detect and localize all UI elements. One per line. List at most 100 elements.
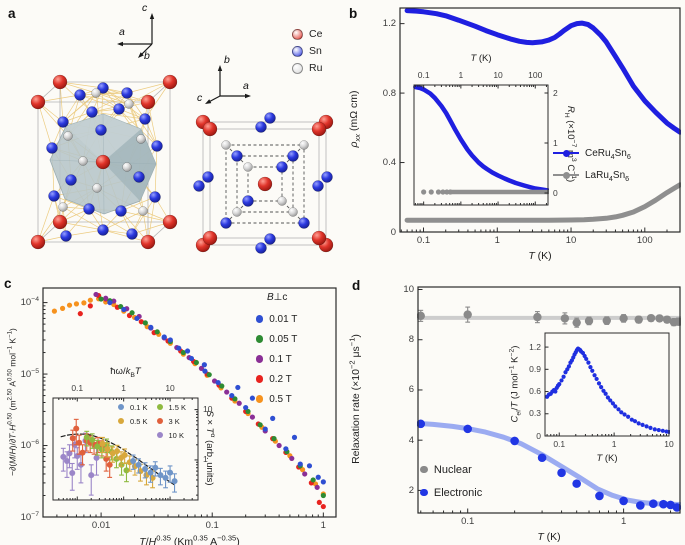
series-C_el-T: [544, 346, 670, 435]
legend-marker: [256, 335, 264, 343]
y-tick-label: 0: [553, 187, 558, 198]
ticks: [414, 85, 548, 205]
legend-marker: [118, 418, 124, 424]
ce-atom-swatch: [292, 28, 303, 40]
b_inset-plot: [413, 84, 549, 206]
legend-item: Electronic: [420, 481, 482, 504]
legend-c-inset: 0.1 K 0.5 K 1.5 K 3 K 10 K: [118, 400, 186, 442]
ticks: [418, 289, 672, 513]
y-tick-label: 0.4: [382, 157, 396, 169]
y-tick-label: 0: [536, 430, 541, 441]
sn-atom: [312, 180, 324, 192]
series-LaRu_-4-Sn_-6-: [404, 182, 681, 223]
ru-atom: [288, 207, 298, 217]
panel-a-structures: c a b b a c Ce Sn Ru: [0, 0, 342, 272]
panel-d-label: d: [352, 278, 361, 293]
ce-atom: [30, 94, 46, 110]
ce-atom: [162, 74, 178, 90]
x-tick-label: 1: [494, 235, 500, 246]
axis-arrow: [149, 13, 155, 44]
y-tick-label: 0.6: [529, 386, 541, 397]
x-tick-label: 0.1: [417, 70, 430, 80]
sn-atom: [149, 191, 161, 203]
susceptibility-scaling-chart: 0.01 0.1 1 10−4 10−5 10−6 10−7 T/H0.35 (Km0.35 …: [0, 272, 342, 545]
ce-label: Ce: [309, 28, 323, 40]
legend-marker: [553, 149, 579, 157]
legend-label: Nuclear: [433, 463, 472, 476]
series-layer: [60, 418, 178, 496]
x-tick-label: 10: [664, 439, 674, 449]
sn-atom: [264, 112, 276, 124]
ce-atom: [202, 121, 218, 137]
legend-column: 1.5 K 3 K 10 K: [156, 400, 187, 442]
y-axis-title: ρxx (mΩ cm): [348, 90, 363, 148]
legend-marker: [420, 465, 428, 474]
ru-atom: [91, 88, 101, 98]
x-tick-label: 1: [620, 516, 627, 527]
y-tick-label: 1.2: [382, 18, 396, 30]
y-tick-label: 8: [408, 334, 414, 346]
specific-heat-inset: 0.1 1 10 0 0.3 0.6 0.9 1.2 T (K) Cel/T (J mol−1 K…: [500, 322, 685, 464]
legend-item: 3 K: [156, 414, 187, 428]
legend-item: Nuclear: [420, 458, 482, 481]
sn-atom: [264, 233, 276, 245]
sn-atom: [151, 140, 163, 152]
sn-atom-swatch: [292, 45, 303, 57]
panel-a-label: a: [8, 6, 16, 21]
x-tick-label: 0.1: [553, 439, 566, 449]
ru-atom: [122, 162, 132, 172]
y-tick-label: 10−4: [20, 295, 39, 309]
series-layer: [417, 306, 681, 512]
dynamical-scaling-inset: 0.1 1 10 1 10 ħω/kBT S × Tα (arb. units): [36, 360, 236, 508]
series-Electronic: [417, 419, 681, 512]
sn-atom: [287, 150, 299, 162]
y-tick-label: 10−7: [20, 510, 39, 523]
ru-atom: [92, 183, 102, 193]
sn-atom: [321, 171, 333, 183]
resistivity-chart: 0.1 1 10 100 0 0.4 0.8 1.2 T (K) ρxx (mΩ cm): [342, 0, 685, 266]
sn-atom: [57, 116, 69, 128]
sn-atom: [133, 171, 145, 183]
ce-atom: [202, 230, 218, 246]
ru-atom: [78, 156, 88, 166]
x-tick-label: 0.1: [205, 520, 219, 531]
unit-cell-right: [193, 112, 334, 254]
x-axis-title: T (K): [528, 250, 552, 262]
ru-atom: [232, 207, 242, 217]
sn-atom: [231, 150, 243, 162]
y-axis-title: −∂(M/H)/∂T·H0.50 (m2.50 A0.50 mol−1 K−1): [6, 327, 17, 476]
legend-item-ru: Ru: [292, 62, 322, 74]
x-tick-label: 10: [165, 383, 175, 393]
series-CeRu_-4-Sn_-6-: [404, 8, 681, 135]
legend-column: 0.1 K 0.5 K: [118, 400, 148, 442]
y-tick-label: 0.8: [382, 87, 396, 99]
x-tick-label: 10: [565, 235, 577, 246]
series-0.01-T: [107, 299, 326, 485]
series-layer: [404, 8, 681, 223]
ru-atom: [299, 140, 309, 150]
sn-atom: [65, 174, 77, 186]
legend-b: CeRu4Sn6 LaRu4Sn6: [553, 142, 631, 186]
legend-item: 0.05 T: [256, 329, 297, 349]
y-tick-label: 10−6: [20, 438, 39, 452]
legend-marker: [256, 395, 264, 403]
series-layer: [51, 291, 326, 510]
sn-atom: [139, 113, 151, 125]
sn-atom: [113, 103, 125, 115]
y-tick-label: 10−5: [20, 367, 39, 380]
axis-letter-b-right: b: [224, 54, 230, 66]
sn-atom: [242, 195, 254, 207]
y-axis-title: S × Tα (arb. units): [204, 410, 217, 486]
ru-atom: [63, 131, 73, 141]
y-tick-label: 0: [390, 226, 396, 238]
legend-item: 0.01 T: [256, 309, 297, 329]
panel-c-label: c: [4, 276, 12, 291]
sn-atom: [83, 203, 95, 215]
legend-item: 0.1 T: [256, 349, 297, 369]
legend-item: LaRu4Sn6: [553, 164, 631, 186]
legend-item: 0.2 T: [256, 369, 297, 389]
ru-atom: [136, 134, 146, 144]
legend-d: Nuclear Electronic: [420, 458, 482, 504]
axis-letter-a-right: a: [243, 80, 249, 92]
sn-atom: [60, 230, 72, 242]
